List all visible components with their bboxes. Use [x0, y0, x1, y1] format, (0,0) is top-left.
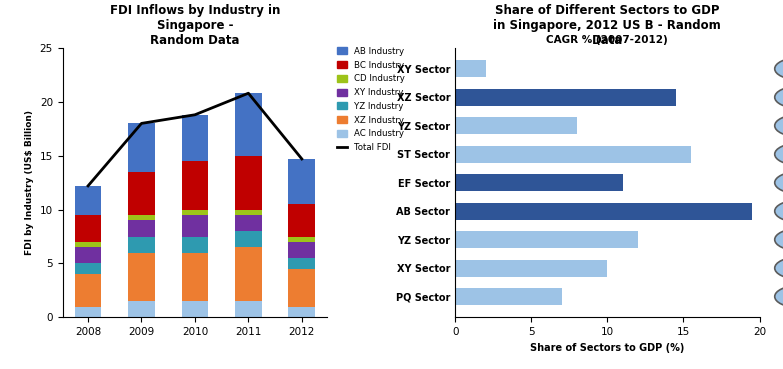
- Bar: [128, 123, 155, 172]
- Bar: [455, 89, 676, 106]
- Bar: [182, 301, 208, 317]
- Y-axis label: FDI by Industry (US$ Billion): FDI by Industry (US$ Billion): [25, 110, 34, 255]
- Bar: [288, 242, 316, 258]
- Bar: [74, 215, 101, 242]
- Legend: AB Industry, BC Industry, CD Industry, XY Industry, YZ Industry, XZ Industry, AC: AB Industry, BC Industry, CD Industry, X…: [337, 47, 405, 152]
- Bar: [182, 210, 208, 215]
- Bar: [235, 247, 262, 301]
- Ellipse shape: [774, 115, 783, 137]
- Bar: [288, 269, 316, 307]
- Text: CAGR % (2007-2012): CAGR % (2007-2012): [547, 35, 668, 45]
- Bar: [74, 263, 101, 274]
- Ellipse shape: [774, 229, 783, 250]
- Bar: [74, 307, 101, 317]
- Bar: [128, 237, 155, 253]
- Bar: [235, 93, 262, 156]
- Bar: [288, 204, 316, 237]
- Bar: [455, 146, 691, 163]
- Bar: [455, 231, 638, 248]
- Bar: [235, 231, 262, 247]
- Ellipse shape: [774, 258, 783, 279]
- Bar: [235, 215, 262, 231]
- Ellipse shape: [774, 172, 783, 193]
- Bar: [235, 301, 262, 317]
- Bar: [235, 210, 262, 215]
- Bar: [288, 307, 316, 317]
- Bar: [182, 237, 208, 253]
- Bar: [455, 203, 752, 220]
- Bar: [128, 220, 155, 237]
- Bar: [455, 259, 608, 277]
- Bar: [182, 161, 208, 210]
- Bar: [128, 253, 155, 301]
- Ellipse shape: [774, 200, 783, 222]
- Bar: [128, 215, 155, 220]
- Bar: [74, 247, 101, 263]
- Title: FDI Inflows by Industry in
Singapore -
Random Data: FDI Inflows by Industry in Singapore - R…: [110, 4, 280, 47]
- Bar: [455, 117, 577, 134]
- Bar: [74, 274, 101, 307]
- Bar: [182, 215, 208, 237]
- Bar: [288, 237, 316, 242]
- Bar: [74, 186, 101, 215]
- Bar: [128, 301, 155, 317]
- X-axis label: Share of Sectors to GDP (%): Share of Sectors to GDP (%): [530, 343, 684, 353]
- Bar: [182, 253, 208, 301]
- Bar: [288, 258, 316, 269]
- Ellipse shape: [774, 87, 783, 108]
- Bar: [455, 60, 485, 77]
- Title: Share of Different Sectors to GDP
in Singapore, 2012 US B - Random
Data: Share of Different Sectors to GDP in Sin…: [493, 4, 721, 47]
- Bar: [455, 288, 561, 305]
- Bar: [74, 242, 101, 247]
- Bar: [288, 159, 316, 204]
- Bar: [455, 174, 622, 191]
- Ellipse shape: [774, 58, 783, 79]
- Ellipse shape: [774, 144, 783, 165]
- Bar: [128, 172, 155, 215]
- Bar: [182, 115, 208, 161]
- Bar: [235, 156, 262, 210]
- Ellipse shape: [774, 286, 783, 307]
